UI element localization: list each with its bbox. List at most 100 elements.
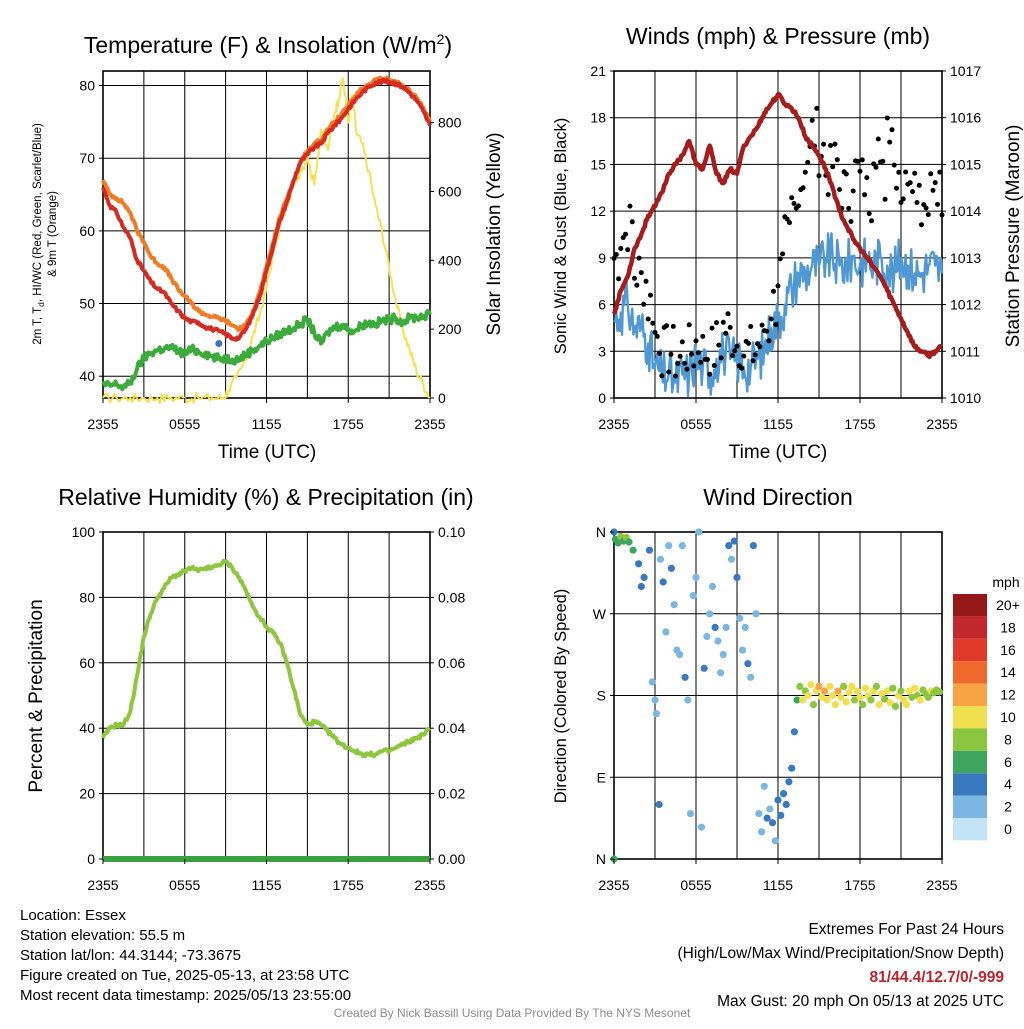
gust-point xyxy=(732,348,738,354)
gust-point xyxy=(887,139,893,145)
gust-point xyxy=(746,340,751,346)
direction-point-118 xyxy=(935,688,943,696)
gust-point xyxy=(643,278,649,284)
gust-point xyxy=(771,288,776,294)
gust-point xyxy=(930,187,936,193)
rh-ytick-label-right-3: 0.06 xyxy=(438,655,465,671)
gust-point xyxy=(618,246,624,251)
rh-ytick-label-left-2: 40 xyxy=(79,720,95,736)
dir-ytick-label-left-0: N xyxy=(596,851,606,867)
gust-point xyxy=(914,200,920,205)
direction-point-54 xyxy=(760,782,768,790)
direction-panel: Wind Direction 2355 0555 1155 1755 2355 N E S W N… xyxy=(552,484,1020,893)
gust-point xyxy=(716,342,722,348)
gust-point xyxy=(875,136,881,142)
rh-ytick-label-left-4: 80 xyxy=(79,589,95,605)
gust-point xyxy=(709,325,715,331)
extremes-line2: (High/Low/Max Wind/Precipitation/Snow De… xyxy=(677,945,1005,962)
gust-point xyxy=(684,366,690,372)
extremes-values: 81/44.4/12.7/0/-999 xyxy=(869,969,1004,986)
direction-point-85 xyxy=(845,689,853,697)
direction-point-83 xyxy=(840,682,848,691)
hiwc-marker-0 xyxy=(215,340,223,347)
legend-label-10: 0 xyxy=(1004,821,1012,837)
direction-point-52 xyxy=(755,810,763,818)
temp-series-2 xyxy=(101,77,432,342)
direction-point-38 xyxy=(717,669,725,677)
rh-ytick-label-left-1: 20 xyxy=(79,786,95,802)
direction-point-89 xyxy=(856,693,864,701)
dir-ytick-label-left-2: S xyxy=(597,688,606,704)
temp-ytick-label-right-2: 400 xyxy=(438,252,462,268)
station-info: Location: Essex Station elevation: 55.5 … xyxy=(20,906,351,1006)
direction-point-76 xyxy=(820,687,829,695)
wind-series xyxy=(611,91,945,398)
direction-point-71 xyxy=(807,681,815,689)
rh-ytick-label-right-5: 0.10 xyxy=(438,524,465,540)
gust-point xyxy=(616,276,622,282)
wind-ytick-label-right-5: 1015 xyxy=(950,156,981,172)
gust-point xyxy=(773,322,779,328)
gust-point xyxy=(623,231,628,237)
legend-label-3: 14 xyxy=(1000,664,1016,680)
wind-ytick-label-left-0: 0 xyxy=(598,390,606,406)
gust-point xyxy=(850,188,856,194)
temp-xtick-label-4: 2355 xyxy=(414,416,445,432)
gust-point xyxy=(932,180,938,186)
info-location: Location: Essex xyxy=(20,907,126,924)
gust-point xyxy=(843,171,849,177)
rh-ytick-label-right-2: 0.04 xyxy=(438,720,465,736)
temp-series-3 xyxy=(101,309,432,392)
gust-point xyxy=(693,338,699,344)
wind-ytick-label-right-2: 1012 xyxy=(950,297,981,313)
direction-point-55 xyxy=(763,814,771,822)
gust-point xyxy=(796,203,801,209)
wind-ytick-label-left-3: 9 xyxy=(598,250,606,266)
gust-point xyxy=(677,353,683,359)
wind-panel: Winds (mph) & Pressure (mb) 2355 0555 1155… xyxy=(552,23,1024,463)
gust-point xyxy=(668,351,674,357)
gust-point xyxy=(638,270,644,276)
gust-point xyxy=(828,143,833,148)
direction-point-30 xyxy=(695,528,703,536)
direction-point-18 xyxy=(662,628,670,636)
gust-point xyxy=(705,357,710,362)
gust-point xyxy=(864,175,870,181)
gust-point xyxy=(757,344,763,350)
direction-point-95 xyxy=(872,682,881,691)
gust-point xyxy=(791,201,797,206)
direction-point-50 xyxy=(749,542,758,550)
direction-point-70 xyxy=(804,691,812,700)
gust-point xyxy=(907,180,913,186)
gust-point xyxy=(903,169,909,175)
gust-point xyxy=(766,338,772,344)
gust-point xyxy=(720,319,726,325)
gust-point xyxy=(723,330,729,336)
temperature-ylabel-left-2: & 9m T (Orange) xyxy=(47,191,59,277)
temp-ytick-label-right-1: 200 xyxy=(438,321,462,337)
direction-point-87 xyxy=(850,696,859,704)
direction-point-84 xyxy=(842,698,850,706)
direction-point-49 xyxy=(747,673,755,681)
pressure-ylabel: Station Pressure (Maroon) xyxy=(1003,125,1024,348)
direction-point-33 xyxy=(703,632,711,641)
gust-point xyxy=(700,333,706,339)
gust-point xyxy=(725,311,731,317)
direction-point-64 xyxy=(788,764,796,772)
wind-ytick-label-right-7: 1017 xyxy=(950,63,981,79)
direction-point-78 xyxy=(826,682,834,691)
gust-point xyxy=(689,351,694,357)
gust-point xyxy=(784,216,790,222)
gust-point xyxy=(910,189,915,195)
direction-point-88 xyxy=(853,687,861,695)
legend-swatch-3 xyxy=(953,661,987,684)
direction-point-59 xyxy=(774,796,782,804)
temp-ytick-label-right-4: 800 xyxy=(438,115,462,131)
direction-point-35 xyxy=(708,582,717,591)
gust-point xyxy=(900,196,906,202)
direction-point-106 xyxy=(902,701,911,709)
gust-point xyxy=(889,127,895,133)
temperature-panel: Temperature (F) & Insolation (W/m2) 2355… xyxy=(32,31,505,463)
temperature-ticks: 2355 0555 1155 1755 235540506070800200400600… xyxy=(79,78,461,432)
direction-point-104 xyxy=(897,687,905,695)
